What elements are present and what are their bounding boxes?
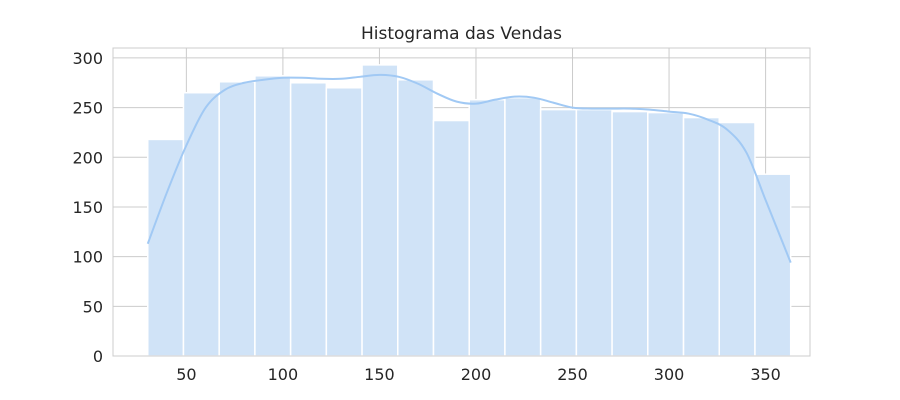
chart-title: Histograma das Vendas xyxy=(361,24,562,44)
plot-frame xyxy=(112,47,811,357)
histogram-bar xyxy=(754,173,792,357)
histogram-bar xyxy=(432,119,470,357)
x-tick-label: 50 xyxy=(176,365,196,384)
histogram-bar xyxy=(325,86,363,357)
histogram-bar xyxy=(647,111,685,357)
histogram-bar xyxy=(682,116,721,357)
x-tick-label: 350 xyxy=(750,365,781,384)
x-tick-label: 150 xyxy=(364,365,395,384)
x-axis-ticks: 50 100 150 200 250 300 350 xyxy=(176,365,781,384)
y-tick-label: 100 xyxy=(72,248,103,267)
histogram-bar xyxy=(575,108,613,357)
histogram-bar xyxy=(182,91,220,357)
y-tick-label: 300 xyxy=(72,49,103,68)
histogram-bar xyxy=(218,81,256,357)
bars-layer xyxy=(147,64,792,357)
y-axis-ticks: 0 50 100 150 200 250 300 xyxy=(72,49,103,366)
y-tick-label: 250 xyxy=(72,99,103,118)
x-tick-label: 250 xyxy=(557,365,588,384)
x-tick-label: 200 xyxy=(461,365,492,384)
histogram-bar xyxy=(254,75,292,357)
histogram-bar xyxy=(504,96,542,357)
histogram-bar xyxy=(147,138,185,357)
histogram-bar xyxy=(289,82,328,357)
y-tick-label: 50 xyxy=(83,297,103,316)
y-tick-label: 150 xyxy=(72,198,103,217)
x-tick-label: 100 xyxy=(268,365,299,384)
kde-line xyxy=(146,73,792,263)
histogram-bar xyxy=(611,110,649,357)
histogram-bar xyxy=(397,79,435,357)
y-tick-label: 200 xyxy=(72,148,103,167)
histogram-bar xyxy=(468,98,506,357)
histogram-bar xyxy=(361,64,399,357)
x-tick-label: 300 xyxy=(654,365,685,384)
y-tick-label: 0 xyxy=(93,347,103,366)
histogram-bar xyxy=(539,108,578,357)
